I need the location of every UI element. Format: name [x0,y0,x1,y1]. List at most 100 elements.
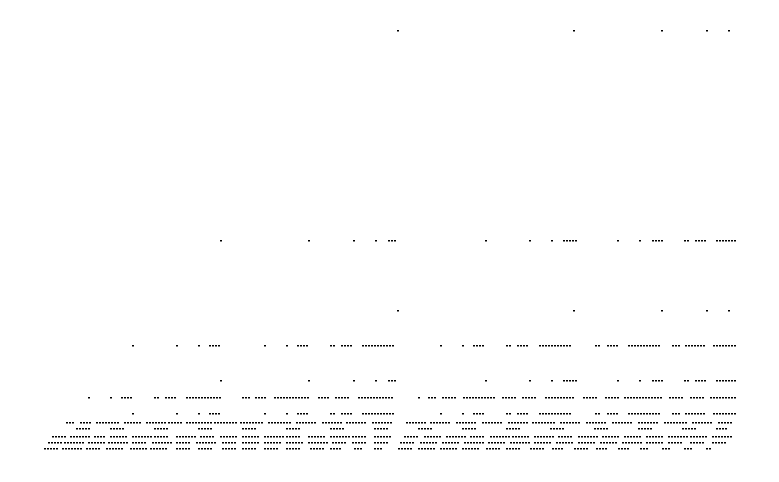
dot [105,422,107,424]
dot [551,345,553,347]
dot [61,436,63,438]
dot [198,428,200,430]
dot [575,380,577,382]
dot [656,422,658,424]
dot [361,397,363,399]
dot [220,380,222,382]
dot [572,422,574,424]
dot [607,413,609,415]
dot [563,345,565,347]
dot [141,436,143,438]
dot [229,422,231,424]
dot [289,397,291,399]
dot [377,345,379,347]
dot [355,422,357,424]
dot [306,413,308,415]
dot [465,428,467,430]
dot [615,442,617,444]
dot [476,345,478,347]
dot [176,436,178,438]
dot [242,428,244,430]
dot [469,397,471,399]
dot [462,428,464,430]
dot [557,397,559,399]
dot [341,442,343,444]
dot [185,436,187,438]
dot [86,422,88,424]
dot [661,240,663,242]
dot [114,422,116,424]
dot [451,442,453,444]
dot [583,397,585,399]
dot [616,413,618,415]
dot [541,422,543,424]
dot [251,448,253,450]
dot [192,397,194,399]
dot [232,422,234,424]
dot [624,422,626,424]
dot [547,422,549,424]
dot [644,422,646,424]
dot [160,428,162,430]
dot [628,345,630,347]
dot [697,413,699,415]
dot [248,397,250,399]
dot [581,442,583,444]
dot [522,442,524,444]
dot [440,345,442,347]
dot [445,397,447,399]
dot [725,413,727,415]
dot [448,422,450,424]
dot [376,397,378,399]
dot [132,345,134,347]
dot [68,448,70,450]
dot [526,422,528,424]
dot [344,413,346,415]
dot [706,448,708,450]
dot [710,397,712,399]
dot [606,428,608,430]
dot [454,397,456,399]
dot [362,413,364,415]
dot [325,422,327,424]
dot [436,422,438,424]
dot [569,240,571,242]
dot [630,422,632,424]
dot [506,448,508,450]
dot [147,436,149,438]
dot [383,428,385,430]
dot [248,428,250,430]
dot [647,428,649,430]
dot [672,413,674,415]
dot [416,436,418,438]
dot [179,448,181,450]
dot [273,442,275,444]
dot [517,345,519,347]
dot [639,397,641,399]
dot [644,428,646,430]
dot [688,428,690,430]
dot [407,448,409,450]
dot [471,422,473,424]
dot [326,442,328,444]
dot [223,436,225,438]
dot [449,448,451,450]
dot [692,422,694,424]
dot [204,422,206,424]
dot [687,380,689,382]
dot [719,413,721,415]
dot [246,422,248,424]
dot [643,448,645,450]
dot [158,422,160,424]
dot [353,380,355,382]
dot [451,397,453,399]
dot [639,240,641,242]
dot [374,345,376,347]
dot [51,442,53,444]
dot [484,397,486,399]
dot [685,413,687,415]
dot [652,345,654,347]
dot [381,422,383,424]
dot [475,397,477,399]
dot [558,448,560,450]
